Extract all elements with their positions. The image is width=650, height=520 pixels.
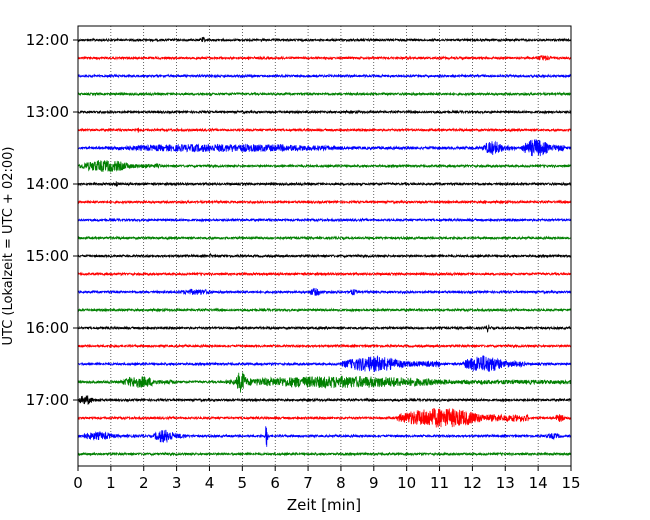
seismic-traces <box>77 36 572 457</box>
y-axis-label: UTC (Lokalzeit = UTC + 02:00) <box>1 147 16 346</box>
trace-1715 <box>77 408 572 428</box>
trace-1200 <box>77 36 572 43</box>
plot-background <box>78 26 571 466</box>
y-tick-label: 12:00 <box>26 31 69 49</box>
trace-1245 <box>77 91 572 97</box>
x-axis-ticks: 0 1 2 3 4 5 6 7 8 9 10 11 12 13 14 15 <box>73 466 581 492</box>
x-tick-label: 3 <box>172 474 182 492</box>
trace-1745 <box>77 451 572 457</box>
y-tick-label: 16:00 <box>26 319 69 337</box>
trace-1645 <box>77 372 572 393</box>
x-tick-label: 5 <box>238 474 248 492</box>
y-axis-ticks: 12:00 13:00 14:00 15:00 16:00 17:00 <box>26 31 78 409</box>
trace-1415 <box>77 199 572 205</box>
trace-1445 <box>77 235 572 241</box>
plot-frame <box>77 25 572 467</box>
x-tick-label: 10 <box>397 474 416 492</box>
x-tick-label: 6 <box>270 474 280 492</box>
trace-1530 <box>77 287 572 297</box>
grid-lines <box>110 26 539 466</box>
trace-1300 <box>77 109 572 115</box>
y-tick-label: 13:00 <box>26 103 69 121</box>
trace-1700 <box>77 395 572 405</box>
x-tick-label: 4 <box>205 474 215 492</box>
trace-1215 <box>77 54 572 61</box>
trace-1345 <box>77 160 572 173</box>
trace-1630 <box>77 355 572 372</box>
y-tick-label: 17:00 <box>26 391 69 409</box>
x-axis-label: Zeit [min] <box>287 496 361 514</box>
x-tick-label: 0 <box>73 474 83 492</box>
x-tick-label: 14 <box>529 474 548 492</box>
x-tick-label: 1 <box>106 474 116 492</box>
trace-1515 <box>77 271 572 277</box>
y-tick-label: 15:00 <box>26 247 69 265</box>
trace-1730 <box>77 426 572 447</box>
x-tick-label: 12 <box>463 474 482 492</box>
x-tick-label: 15 <box>561 474 580 492</box>
x-tick-label: 9 <box>369 474 379 492</box>
x-tick-label: 11 <box>430 474 449 492</box>
x-tick-label: 13 <box>496 474 515 492</box>
trace-1230 <box>77 73 572 79</box>
y-tick-label: 14:00 <box>26 175 69 193</box>
trace-1500 <box>77 252 572 259</box>
trace-1315 <box>77 127 572 133</box>
x-tick-label: 2 <box>139 474 149 492</box>
x-tick-label: 8 <box>336 474 346 492</box>
trace-1615 <box>77 343 572 349</box>
trace-1600 <box>77 324 572 333</box>
trace-1430 <box>77 217 572 223</box>
trace-1545 <box>77 307 572 313</box>
trace-1400 <box>77 181 572 187</box>
x-tick-label: 7 <box>303 474 313 492</box>
trace-1330 <box>77 139 572 157</box>
